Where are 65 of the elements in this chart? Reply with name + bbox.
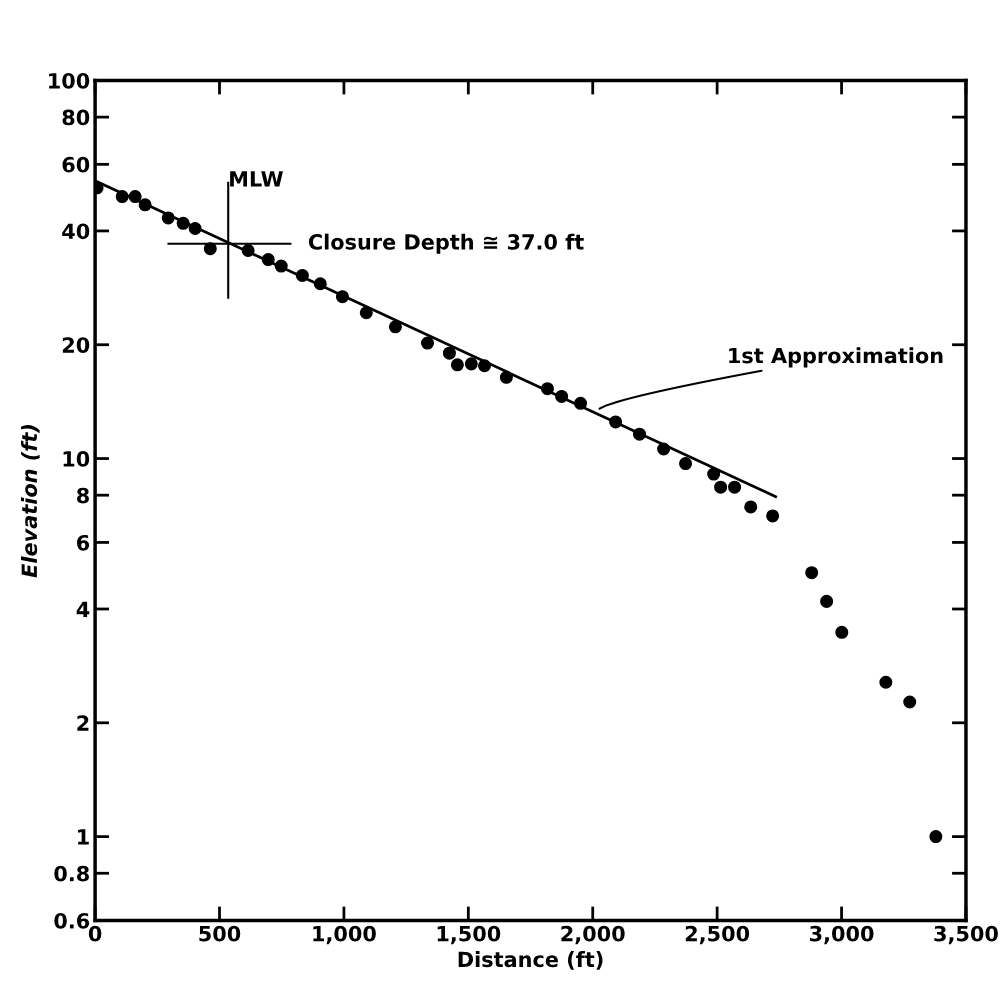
point xyxy=(477,359,492,373)
x-tick-label: 2,000 xyxy=(561,925,625,945)
y-tick-label: 60 xyxy=(62,156,90,173)
y-axis-title: Elevation (ft) xyxy=(21,425,40,578)
y-tick-label: 0.8 xyxy=(54,865,89,882)
point xyxy=(274,259,288,273)
point xyxy=(929,830,943,844)
point xyxy=(805,566,819,580)
point xyxy=(421,336,435,350)
point xyxy=(115,190,129,204)
x-tick-label: 2,500 xyxy=(685,925,750,945)
x-tick-label: 3,000 xyxy=(810,925,874,945)
point xyxy=(903,695,917,709)
point xyxy=(679,457,693,471)
point xyxy=(766,509,780,523)
point xyxy=(540,382,554,396)
point xyxy=(555,389,569,403)
y-tick-label: 6 xyxy=(77,534,90,551)
point xyxy=(176,216,190,230)
point xyxy=(188,221,202,235)
point xyxy=(261,253,275,267)
point xyxy=(499,370,513,384)
y-tick-label: 40 xyxy=(62,223,90,240)
point xyxy=(657,442,671,456)
point xyxy=(879,675,893,689)
x-tick-label: 0 xyxy=(88,925,102,942)
x-axis-title: Distance (ft) xyxy=(458,951,603,970)
ref-line-label: Closure Depth ≅ 37.0 ft xyxy=(308,233,584,254)
point xyxy=(744,500,758,514)
y-tick-label: 2 xyxy=(77,715,89,731)
y-tick-label: 1 xyxy=(78,829,89,845)
y-tick-label: 20 xyxy=(62,337,90,353)
point xyxy=(203,242,217,256)
point xyxy=(574,396,588,410)
y-tick-label: 80 xyxy=(62,109,90,126)
point xyxy=(464,357,478,371)
x-tick-label: 3,500 xyxy=(934,925,998,945)
point xyxy=(295,268,309,282)
point xyxy=(633,427,647,441)
y-tick-label: 0.6 xyxy=(54,912,90,929)
annotation: 1st Approximation xyxy=(729,347,943,368)
point xyxy=(388,320,402,334)
point xyxy=(128,190,142,204)
point xyxy=(138,198,152,212)
x-tick-label: 1,500 xyxy=(437,925,501,945)
y-tick-label: 4 xyxy=(76,601,90,617)
point xyxy=(241,244,255,258)
ref-line-label: MLW xyxy=(230,171,283,187)
x-tick-label: 1,000 xyxy=(313,925,376,945)
point xyxy=(161,211,175,225)
point xyxy=(728,480,742,494)
y-tick-label: 10 xyxy=(63,451,90,467)
x-tick-label: 500 xyxy=(199,925,241,942)
point xyxy=(835,625,849,639)
point xyxy=(359,306,373,320)
point xyxy=(450,358,464,372)
point xyxy=(707,467,721,481)
y-tick-label: 100 xyxy=(49,72,90,89)
point xyxy=(609,415,623,429)
point xyxy=(335,290,349,304)
y-tick-label: 8 xyxy=(77,487,89,504)
point xyxy=(442,346,456,360)
point xyxy=(714,480,728,494)
point xyxy=(313,277,327,291)
point xyxy=(820,594,834,608)
